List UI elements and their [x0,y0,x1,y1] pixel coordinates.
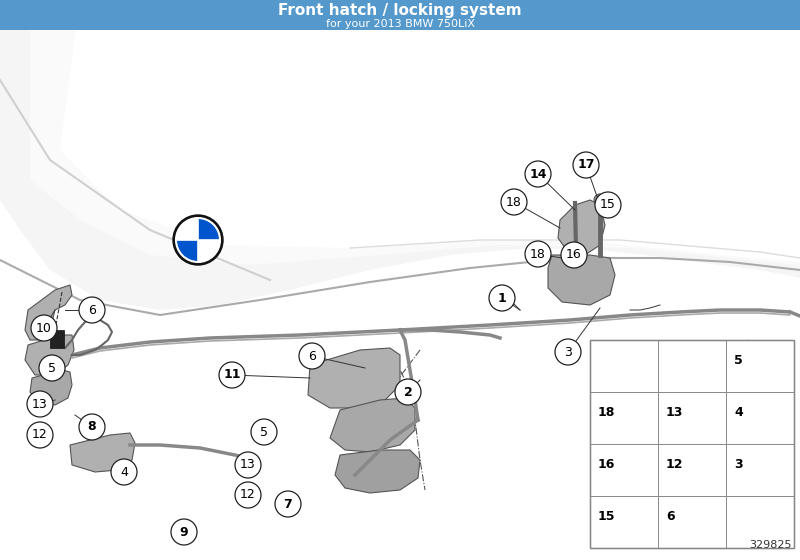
Text: 15: 15 [598,510,615,523]
Text: for your 2013 BMW 750LiX: for your 2013 BMW 750LiX [326,19,474,29]
Text: 18: 18 [598,406,615,419]
Text: 18: 18 [530,248,546,260]
Polygon shape [308,348,400,408]
Circle shape [594,194,606,206]
Circle shape [79,414,105,440]
Polygon shape [198,218,220,240]
Polygon shape [335,450,420,493]
Circle shape [79,297,105,323]
Polygon shape [25,285,72,340]
Text: 13: 13 [666,406,683,419]
Text: 12: 12 [32,428,48,441]
Circle shape [27,391,53,417]
Circle shape [489,285,515,311]
Circle shape [39,355,65,381]
Circle shape [219,362,245,388]
Text: 11: 11 [223,368,241,381]
Text: 9: 9 [180,525,188,539]
Circle shape [525,161,551,187]
Text: 10: 10 [36,321,52,334]
Polygon shape [25,335,74,375]
Text: Front hatch / locking system: Front hatch / locking system [278,2,522,17]
Text: 12: 12 [666,458,683,471]
Text: 8: 8 [88,421,96,433]
Text: 6: 6 [666,510,674,523]
Circle shape [573,152,599,178]
Polygon shape [198,240,220,262]
Text: 4: 4 [734,406,742,419]
Circle shape [299,343,325,369]
Circle shape [235,482,261,508]
Polygon shape [548,255,615,305]
Text: 17: 17 [578,158,594,171]
Text: 5: 5 [48,362,56,375]
Text: 3: 3 [734,458,742,471]
Text: 329825: 329825 [750,540,792,550]
Circle shape [173,215,223,265]
Text: 2: 2 [404,385,412,399]
Polygon shape [30,0,800,265]
Text: 3: 3 [564,346,572,358]
Polygon shape [70,433,135,472]
Polygon shape [60,0,800,262]
Circle shape [111,459,137,485]
Text: 14: 14 [530,167,546,180]
Polygon shape [558,200,605,255]
Circle shape [171,519,197,545]
Bar [590,340,794,548]
Circle shape [561,242,587,268]
Text: 16: 16 [566,249,582,262]
Polygon shape [30,370,72,405]
Circle shape [525,241,551,267]
Text: 13: 13 [240,459,256,472]
Circle shape [27,422,53,448]
Circle shape [501,189,527,215]
Polygon shape [0,0,800,310]
Text: 7: 7 [284,497,292,511]
Text: 6: 6 [308,349,316,362]
Text: 18: 18 [506,195,522,208]
Circle shape [595,192,621,218]
Bar [50,330,64,348]
Polygon shape [176,218,198,240]
Text: 15: 15 [600,198,616,212]
Text: 1: 1 [498,292,506,305]
Polygon shape [176,240,198,262]
Text: 5: 5 [260,426,268,438]
Circle shape [395,379,421,405]
Text: 5: 5 [734,354,742,367]
Text: 12: 12 [240,488,256,502]
Circle shape [555,339,581,365]
Polygon shape [330,398,415,452]
Circle shape [275,491,301,517]
Text: 6: 6 [88,304,96,316]
Circle shape [235,452,261,478]
Text: 4: 4 [120,465,128,478]
Bar [0,0,800,30]
Text: 13: 13 [32,398,48,410]
Circle shape [31,315,57,341]
Circle shape [251,419,277,445]
Text: 16: 16 [598,458,615,471]
